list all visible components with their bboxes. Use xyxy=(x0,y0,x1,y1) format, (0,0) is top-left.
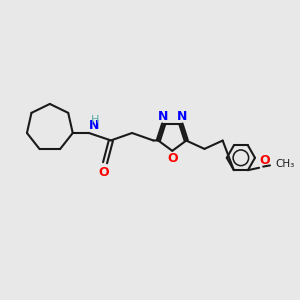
Text: O: O xyxy=(167,152,178,165)
Text: N: N xyxy=(177,110,187,123)
Text: CH₃: CH₃ xyxy=(275,159,295,169)
Text: O: O xyxy=(260,154,270,167)
Text: O: O xyxy=(99,166,109,179)
Text: N: N xyxy=(89,119,100,132)
Text: H: H xyxy=(91,115,100,125)
Text: N: N xyxy=(158,110,168,123)
